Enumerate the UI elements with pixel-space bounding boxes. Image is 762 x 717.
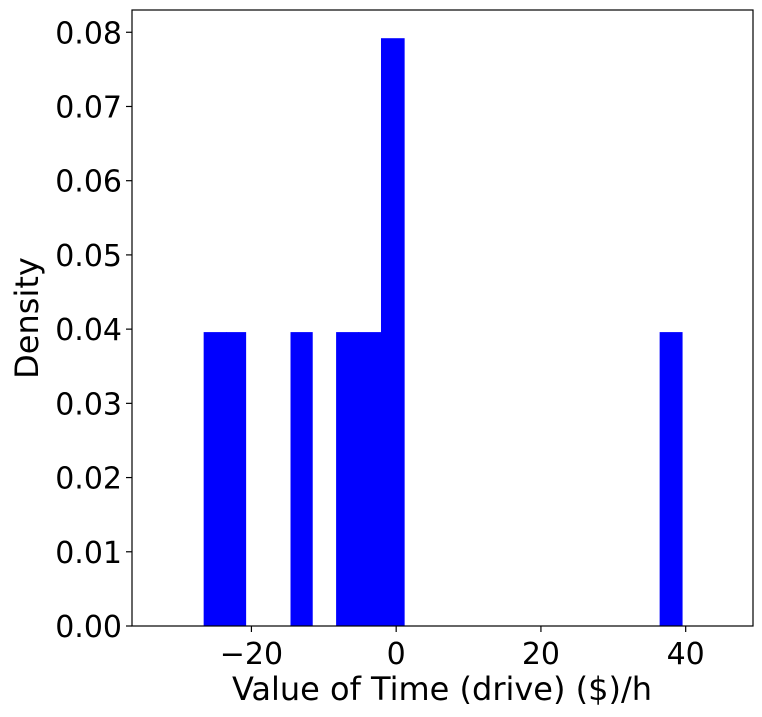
x-tick-label-3: 40 (667, 637, 705, 672)
histogram-bar-6 (659, 332, 683, 626)
x-tick-label-1: 0 (387, 637, 406, 672)
x-axis-label: Value of Time (drive) ($)/h (232, 670, 652, 708)
x-axis: −20 0 20 40 (220, 626, 705, 672)
histogram-bar-2 (290, 332, 313, 626)
y-tick-label-1: 0.01 (55, 536, 122, 571)
y-tick-label-6: 0.06 (55, 165, 122, 200)
histogram-bar-0 (203, 332, 227, 626)
histogram-bar-1 (226, 332, 247, 626)
y-tick-label-3: 0.03 (55, 387, 122, 422)
y-axis: 0.00 0.01 0.02 0.03 0.04 0.05 0.06 0.07 0.08 (55, 16, 132, 645)
histogram-bar-5 (380, 38, 405, 627)
x-tick-label-2: 20 (522, 637, 560, 672)
histogram-bar-4 (358, 332, 382, 626)
y-tick-label-4: 0.04 (55, 313, 122, 348)
histogram-bar-3 (336, 332, 360, 626)
y-axis-label: Density (8, 257, 46, 379)
y-tick-label-0: 0.00 (55, 610, 122, 645)
y-tick-label-5: 0.05 (55, 239, 122, 274)
y-tick-label-2: 0.02 (55, 462, 122, 497)
y-tick-label-8: 0.08 (55, 16, 122, 51)
bars-group (203, 38, 683, 627)
x-tick-label-0: −20 (220, 637, 283, 672)
plot-frame (131, 9, 754, 627)
y-tick-label-7: 0.07 (55, 90, 122, 125)
